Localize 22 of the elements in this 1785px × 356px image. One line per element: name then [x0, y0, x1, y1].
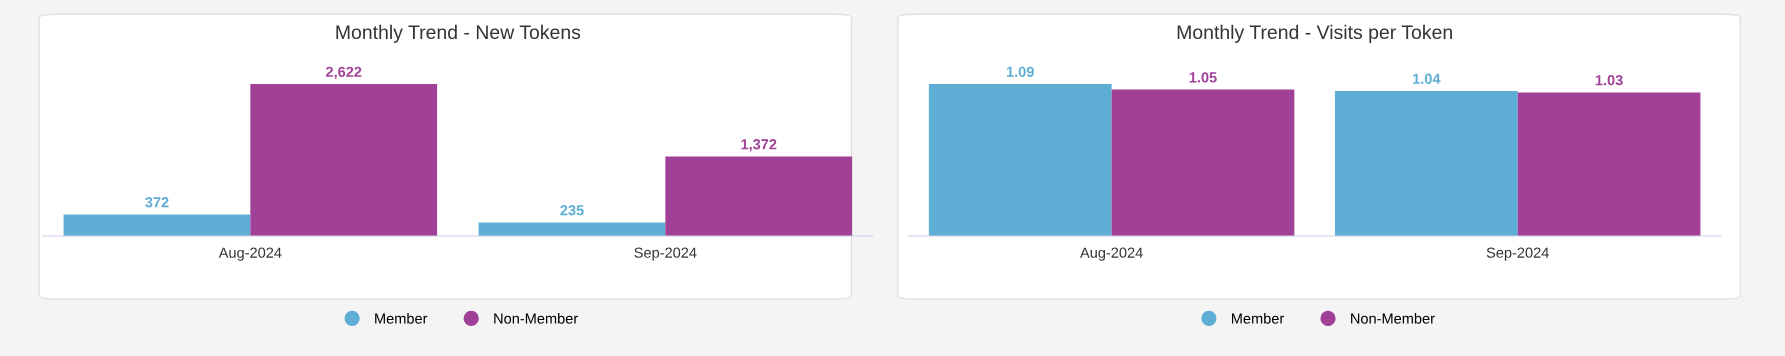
legend-label: Member: [375, 313, 428, 324]
legend-label: Member: [1231, 313, 1285, 324]
chart-title: Monthly Trend - New Tokens: [336, 24, 581, 43]
data-label: 1.05: [1189, 72, 1217, 83]
bar: [250, 84, 438, 237]
bar: [478, 222, 666, 237]
data-label: 1.03: [1595, 75, 1623, 86]
x-tick-label: Aug-2024: [1080, 247, 1143, 261]
bar: [63, 214, 251, 237]
data-label: 1.09: [1006, 66, 1034, 77]
data-label: 2,622: [325, 66, 362, 80]
bar: [665, 156, 853, 237]
chart-title: Monthly Trend - Visits per Token: [1177, 24, 1452, 43]
data-label: 1,372: [741, 139, 777, 152]
legend-label: Non-Member: [1351, 313, 1435, 324]
data-label: 1.04: [1413, 73, 1441, 84]
data-label: 235: [560, 205, 584, 216]
legend-label: Non-Member: [494, 313, 578, 324]
x-tick-label: Aug-2024: [218, 247, 282, 261]
data-label: 372: [145, 197, 169, 208]
x-tick-label: Sep-2024: [634, 247, 697, 261]
x-tick-label: Sep-2024: [1486, 247, 1549, 261]
